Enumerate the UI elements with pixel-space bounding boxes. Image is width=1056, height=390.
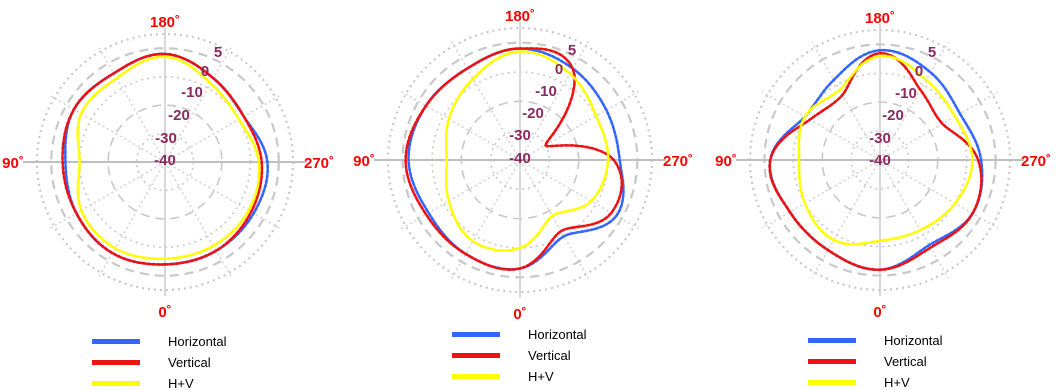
series-line-vertical: [768, 51, 983, 272]
angle-label-left: 90˚: [715, 153, 737, 170]
series-line-h-v: [444, 50, 610, 252]
ring-label: -10: [535, 83, 557, 100]
angle-label-left: 90˚: [353, 153, 375, 170]
legend-label: Vertical: [528, 348, 571, 363]
polar-chart-1: 180˚ 0˚ 90˚ 270˚ 50 -10 -20 -30 -40 Horizontal Ver…: [2, 14, 334, 390]
angle-label-top: 180˚: [505, 8, 535, 25]
ring-label: -10: [181, 84, 203, 101]
legend: Horizontal Vertical H+V: [92, 334, 227, 390]
legend: Horizontal Vertical H+V: [808, 333, 943, 390]
grid-spoke: [164, 161, 233, 279]
legend-swatch-h-v: [808, 380, 856, 385]
ring-label: -10: [895, 85, 917, 102]
series-line-h-v: [797, 54, 974, 246]
legend-swatch-horizontal: [452, 332, 500, 337]
grid-spoke: [450, 159, 521, 280]
angle-label-right: 270˚: [663, 153, 693, 170]
series-line-vertical: [404, 47, 624, 271]
series-line-vertical: [61, 52, 264, 266]
angle-label-left: 90˚: [2, 155, 24, 172]
legend-swatch-vertical: [92, 360, 140, 365]
grid-spoke: [400, 159, 521, 230]
polar-chart-2: 180˚ 0˚ 90˚ 270˚ 50 -10 -20 -30 -40 Horizontal Ver…: [353, 8, 693, 384]
ring-label: -30: [155, 130, 177, 147]
angle-label-bottom: 0˚: [873, 304, 886, 321]
legend-swatch-vertical: [808, 359, 856, 364]
ring-label: -40: [154, 152, 176, 169]
angle-label-bottom: 0˚: [513, 306, 526, 323]
ring-label: 0: [915, 63, 923, 80]
polar-grid: [736, 24, 1024, 296]
legend-label: Vertical: [168, 355, 211, 370]
grid-spoke: [450, 40, 521, 161]
series-line-h-v: [76, 55, 261, 261]
ring-label: 5: [214, 44, 222, 61]
legend-swatch-horizontal: [808, 338, 856, 343]
angle-label-top: 180˚: [150, 14, 180, 31]
legend: Horizontal Vertical H+V: [452, 327, 587, 384]
legend-swatch-horizontal: [92, 339, 140, 344]
ring-label: -20: [168, 107, 190, 124]
polar-grid: [374, 22, 666, 298]
angle-label-top: 180˚: [865, 10, 895, 27]
legend-label: H+V: [528, 369, 554, 384]
ring-label: -20: [882, 107, 904, 124]
ring-label: -40: [509, 150, 531, 167]
legend-swatch-vertical: [452, 353, 500, 358]
grid-spoke: [519, 159, 640, 230]
grid-spoke: [879, 91, 999, 161]
legend-swatch-h-v: [452, 374, 500, 379]
legend-label: Vertical: [884, 354, 927, 369]
ring-label: 0: [201, 63, 209, 80]
grid-spoke: [164, 161, 282, 230]
grid-spoke: [519, 40, 590, 161]
angle-label-right: 270˚: [304, 155, 334, 172]
polar-chart-3: 180˚ 0˚ 90˚ 270˚ 50 -10 -20 -30 -40 Horizontal Ver…: [715, 10, 1051, 390]
angle-label-bottom: 0˚: [158, 304, 171, 321]
grid-spoke: [97, 161, 166, 279]
grid-spoke: [400, 90, 521, 161]
legend-label: H+V: [884, 375, 910, 390]
legend-label: Horizontal: [528, 327, 587, 342]
ring-label: 0: [555, 61, 563, 78]
grid-spoke: [164, 94, 282, 163]
ring-label: -30: [869, 130, 891, 147]
grid-spoke: [519, 159, 590, 280]
legend-label: H+V: [168, 376, 194, 390]
ring-label: 5: [928, 44, 936, 61]
grid-spoke: [48, 94, 166, 163]
ring-label: -40: [869, 152, 891, 169]
ring-label: -30: [509, 127, 531, 144]
grid-spoke: [48, 161, 166, 230]
grid-spoke: [164, 45, 233, 163]
grid-spoke: [519, 90, 640, 161]
grid-spoke: [97, 45, 166, 163]
legend-label: Horizontal: [168, 334, 227, 349]
angle-label-right: 270˚: [1021, 153, 1051, 170]
ring-label: -20: [522, 105, 544, 122]
legend-swatch-h-v: [92, 381, 140, 386]
legend-label: Horizontal: [884, 333, 943, 348]
ring-label: 5: [568, 42, 576, 59]
